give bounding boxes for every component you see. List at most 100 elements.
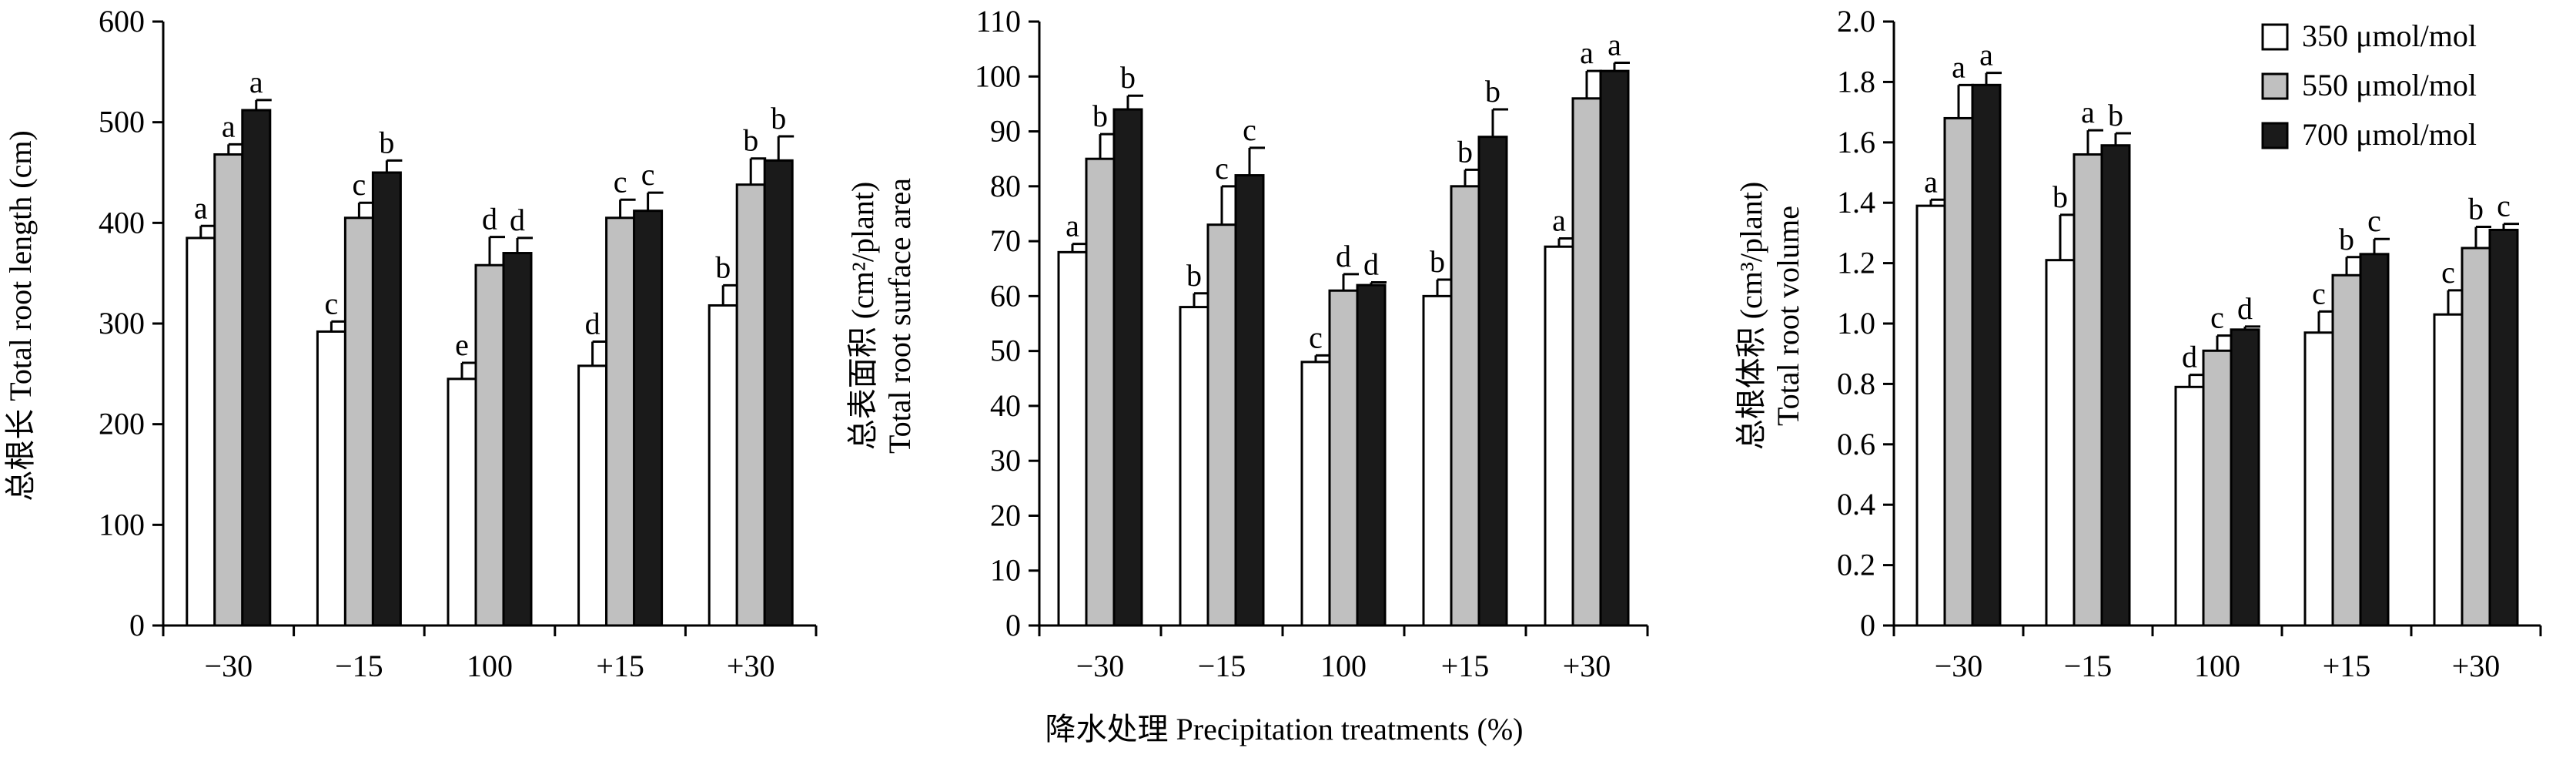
- bar-350: [186, 236, 216, 627]
- x-tick-label: +30: [2452, 649, 2501, 683]
- bar-550: [2461, 247, 2491, 627]
- significance-letter: c: [2497, 189, 2511, 223]
- bar-350: [2174, 385, 2205, 627]
- significance-letter: b: [743, 123, 758, 158]
- y-tick-label: 90: [990, 114, 1021, 149]
- y-tick-label: 80: [990, 169, 1021, 203]
- legend-label-550: 550 μmol/mol: [2302, 68, 2477, 102]
- y-tick-label: 1.4: [1837, 185, 1875, 220]
- significance-letter: d: [1336, 239, 1351, 273]
- bar-700: [2488, 228, 2519, 627]
- bar-550: [2073, 153, 2103, 627]
- significance-letter: c: [1243, 112, 1256, 147]
- legend-label-700: 700 μmol/mol: [2302, 117, 2477, 152]
- x-tick-label: 100: [1320, 649, 1367, 683]
- significance-letter: b: [379, 125, 394, 159]
- x-tick-label: +30: [727, 649, 775, 683]
- significance-letter: c: [641, 157, 655, 192]
- legend: 350 μmol/mol 550 μmol/mol 700 μmol/mol: [2261, 18, 2477, 152]
- significance-letter: c: [2312, 276, 2326, 310]
- y-tick-label: 600: [99, 4, 145, 39]
- bar-550: [735, 183, 766, 627]
- significance-letter: a: [1607, 27, 1621, 62]
- bar-700: [1234, 174, 1265, 627]
- chart-panel-surface-area: 总表面积 (cm²/plant) Total root surface area…: [845, 4, 1649, 683]
- y-tick-label: 110: [975, 4, 1021, 39]
- bar-550: [2331, 273, 2362, 627]
- y-tick-label: 1.2: [1837, 246, 1875, 280]
- significance-letter: a: [1580, 35, 1594, 70]
- chart-panel-root-length: 总根长 Total root length (cm) 0 100 200 300 400…: [3, 4, 818, 683]
- significance-letter: d: [585, 307, 601, 341]
- bar-350: [1057, 250, 1088, 627]
- legend-label-350: 350 μmol/mol: [2302, 18, 2477, 53]
- bar-350: [1422, 294, 1453, 627]
- x-tick-label: +15: [1441, 649, 1490, 683]
- y-tick-label: 70: [990, 223, 1021, 258]
- y-tick-label: 2.0: [1837, 4, 1875, 39]
- y-tick-label: 200: [99, 407, 145, 441]
- bar-550: [1085, 157, 1116, 627]
- y-tick-label: 0: [1860, 608, 1875, 642]
- significance-letter: b: [2108, 98, 2123, 132]
- y-tick-label: 300: [99, 306, 145, 340]
- significance-letter: d: [510, 203, 525, 237]
- bar-700: [2100, 144, 2131, 627]
- bar-350: [2433, 313, 2464, 627]
- bar-350: [2303, 331, 2334, 627]
- significance-letter: b: [1186, 258, 1202, 293]
- y-tick-label: 0.4: [1837, 487, 1875, 522]
- significance-letter: b: [715, 250, 731, 284]
- significance-letter: b: [1120, 60, 1136, 95]
- y-axis-label-surface-area-line2: Total root surface area: [882, 178, 917, 454]
- y-axis-label-surface-area-line1: 总表面积 (cm²/plant): [845, 182, 880, 451]
- significance-letter: d: [482, 202, 497, 236]
- significance-letter: a: [1066, 209, 1079, 243]
- legend-swatch-700: [2261, 122, 2289, 149]
- bar-700: [1477, 136, 1508, 627]
- significance-letter: a: [249, 65, 263, 99]
- significance-letter: b: [771, 101, 786, 136]
- y-tick-label: 50: [990, 334, 1021, 368]
- x-tick-label: 100: [2194, 649, 2240, 683]
- significance-letter: b: [1457, 134, 1473, 169]
- bar-700: [502, 252, 533, 627]
- y-tick-label: 1.6: [1837, 125, 1875, 159]
- bar-350: [316, 330, 346, 627]
- significance-letter: a: [1552, 203, 1566, 238]
- bar-350: [1179, 306, 1209, 627]
- y-tick-label: 40: [990, 388, 1021, 423]
- bar-350: [577, 364, 608, 627]
- x-tick-label: −15: [335, 649, 383, 683]
- y-tick-label: 100: [975, 59, 1021, 93]
- significance-letter: c: [2441, 255, 2455, 290]
- significance-letter: b: [2339, 222, 2354, 257]
- bar-550: [2202, 349, 2233, 627]
- bar-700: [371, 171, 402, 627]
- bar-350: [2045, 259, 2076, 627]
- significance-letter: b: [2468, 192, 2484, 226]
- bar-700: [1599, 69, 1630, 627]
- bar-550: [1571, 97, 1602, 627]
- y-tick-label: 0: [1005, 608, 1021, 642]
- significance-letter: a: [1979, 38, 1993, 72]
- y-axis-label-root-length: 总根长 Total root length (cm): [3, 130, 38, 501]
- x-tick-label: −15: [1198, 649, 1246, 683]
- y-tick-label: 500: [99, 105, 145, 139]
- bar-700: [241, 109, 272, 627]
- legend-swatch-350: [2261, 23, 2289, 51]
- significance-letter: c: [2210, 300, 2224, 335]
- significance-letter: c: [1215, 151, 1229, 186]
- y-tick-label: 0: [129, 608, 145, 642]
- significance-letter: a: [194, 190, 208, 225]
- significance-letter: a: [222, 109, 236, 143]
- bar-700: [633, 210, 664, 627]
- x-tick-label: +30: [1563, 649, 1611, 683]
- significance-letter: d: [2182, 340, 2197, 374]
- significance-letter: c: [2367, 203, 2381, 238]
- y-tick-label: 1.0: [1837, 306, 1875, 340]
- x-tick-label: 100: [467, 649, 513, 683]
- significance-letter: d: [2237, 291, 2253, 326]
- y-tick-label: 60: [990, 278, 1021, 313]
